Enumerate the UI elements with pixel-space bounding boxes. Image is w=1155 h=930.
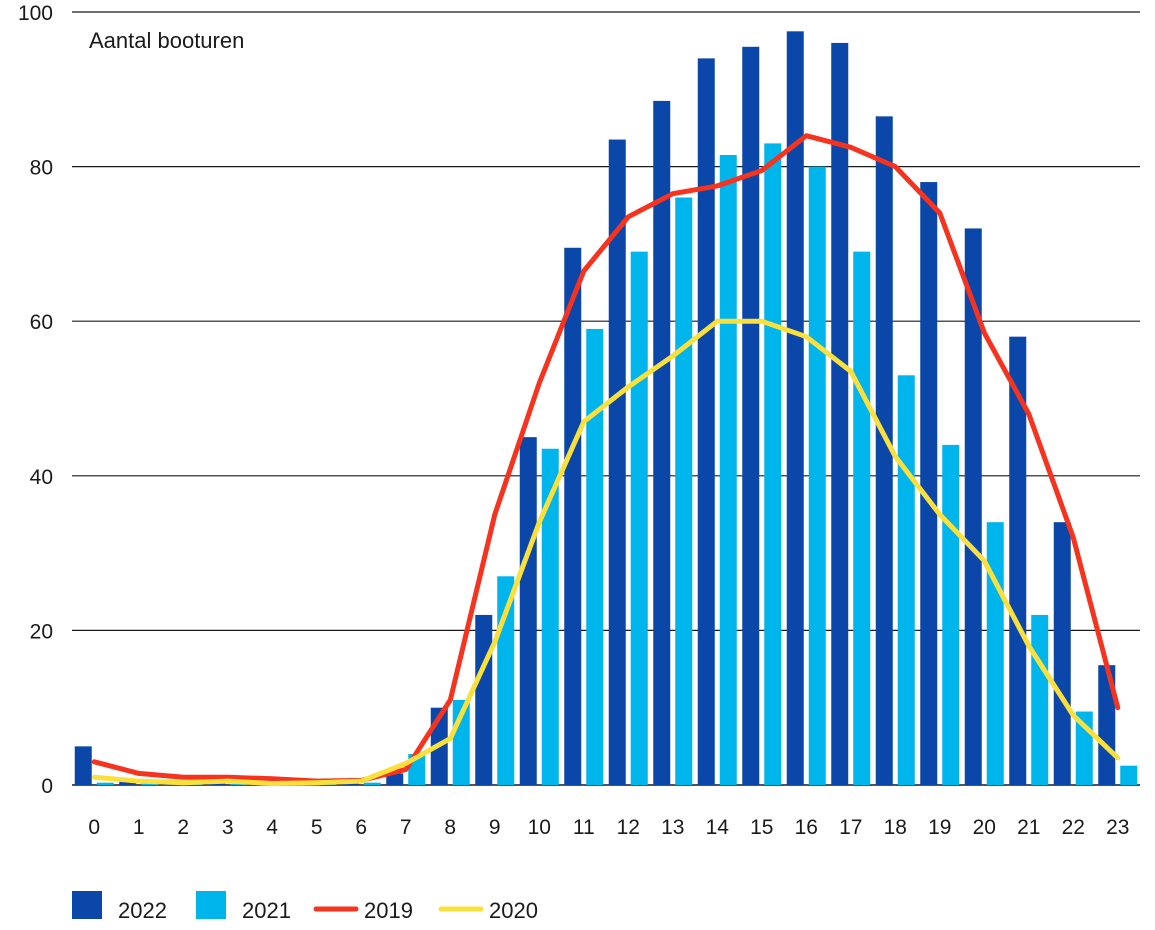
- x-tick-label: 21: [1017, 816, 1040, 839]
- x-tick-label: 20: [973, 816, 996, 839]
- x-tick-label: 4: [266, 816, 278, 839]
- bar-2022-15: [742, 46, 760, 786]
- y-tick-label: 80: [30, 157, 53, 180]
- bar-2022-16: [786, 31, 804, 785]
- bar-2021-16: [808, 166, 826, 786]
- y-axis-ticks: 0 20 40 60 80 100: [18, 2, 53, 798]
- x-tick-label: 11: [573, 816, 595, 839]
- x-tick-label: 10: [528, 816, 551, 839]
- x-tick-label: 18: [884, 816, 907, 839]
- x-tick-label: 2: [177, 816, 189, 839]
- bar-2022-23: [1098, 665, 1116, 785]
- x-tick-label: 16: [795, 816, 818, 839]
- y-tick-label: 0: [41, 775, 53, 798]
- legend: 2022 2021 2019 2020: [72, 891, 538, 923]
- x-tick-label: 19: [928, 816, 951, 839]
- bar-2021-12: [630, 251, 648, 785]
- legend-label-2022: 2022: [118, 898, 167, 923]
- bar-2022-19: [920, 182, 938, 785]
- x-tick-label: 22: [1062, 816, 1085, 839]
- bar-2021-1: [141, 783, 159, 785]
- x-tick-label: 12: [617, 816, 640, 839]
- bar-2022-18: [875, 116, 893, 786]
- y-tick-label: 40: [30, 466, 53, 489]
- x-tick-label: 3: [222, 816, 234, 839]
- bar-2022-22: [1053, 522, 1071, 785]
- x-tick-label: 23: [1106, 816, 1129, 839]
- bar-2021-17: [853, 251, 871, 785]
- bar-2022-1: [119, 781, 137, 785]
- x-tick-label: 7: [400, 816, 412, 839]
- x-tick-label: 13: [661, 816, 684, 839]
- x-tick-label: 6: [355, 816, 367, 839]
- gridlines: [72, 11, 1140, 786]
- legend-label-2020: 2020: [489, 898, 538, 923]
- bar-2022-11: [564, 247, 582, 785]
- chart-title: Aantal booturen: [89, 28, 244, 53]
- bar-2022-13: [653, 100, 671, 785]
- x-tick-label: 17: [839, 816, 862, 839]
- legend-label-2021: 2021: [242, 898, 291, 923]
- x-tick-label: 0: [88, 816, 100, 839]
- bar-2021-13: [675, 197, 693, 785]
- bar-2021-11: [586, 328, 604, 785]
- bar-2021-3: [230, 784, 248, 785]
- bar-2022-14: [697, 58, 715, 785]
- x-tick-label: 15: [750, 816, 773, 839]
- line-2020: [91, 318, 1121, 786]
- bar-2022-7: [386, 773, 404, 785]
- bar-2022-9: [475, 614, 493, 785]
- bar-2022-0: [74, 746, 92, 785]
- x-tick-label: 8: [444, 816, 456, 839]
- bars: [74, 31, 1138, 786]
- bar-2022-10: [519, 437, 537, 785]
- bar-2022-20: [964, 228, 982, 785]
- x-axis-ticks: 0 1 2 3 4 5 6 7 8 9 10 11 12 13 14 15 16 17 18 19 20 21 22 23: [88, 816, 1129, 839]
- legend-label-2019: 2019: [364, 898, 413, 923]
- bar-2021-6: [363, 782, 381, 785]
- bar-2021-19: [942, 444, 960, 785]
- bar-2021-18: [897, 375, 915, 785]
- x-tick-label: 5: [311, 816, 323, 839]
- bar-2021-0: [96, 782, 114, 785]
- x-tick-label: 14: [706, 816, 730, 839]
- y-tick-label: 20: [30, 620, 53, 643]
- y-tick-label: 60: [30, 311, 53, 334]
- legend-swatch-2021: [196, 891, 226, 919]
- bar-2021-14: [719, 155, 737, 785]
- x-tick-label: 1: [133, 816, 145, 839]
- bar-2022-12: [608, 139, 626, 786]
- x-tick-label: 9: [489, 816, 501, 839]
- legend-swatch-2022: [72, 891, 102, 919]
- series-lines: [91, 133, 1121, 786]
- bar-2021-23: [1120, 765, 1138, 785]
- bar-2021-15: [764, 143, 782, 785]
- bar-2022-21: [1009, 336, 1027, 785]
- y-tick-label: 100: [18, 2, 53, 25]
- bar-2021-20: [986, 522, 1004, 785]
- bar-2021-10: [541, 448, 559, 785]
- line-2019: [91, 133, 1121, 784]
- bar-2021-21: [1031, 614, 1049, 785]
- bar-2022-17: [831, 42, 849, 786]
